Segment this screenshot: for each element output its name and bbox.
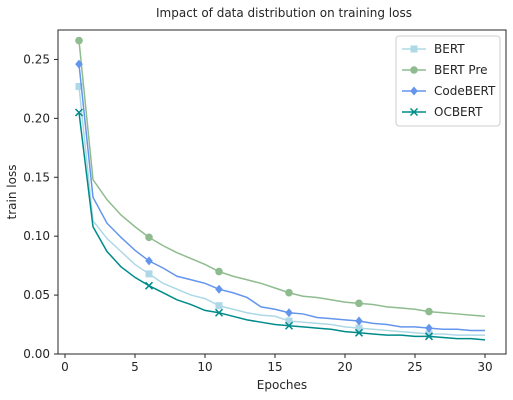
series-bert-pre (75, 36, 486, 318)
x-tick-label: 15 (267, 360, 282, 374)
data-point-marker (425, 330, 433, 338)
x-tick-label: 25 (407, 360, 422, 374)
y-tick-label: 0.25 (23, 52, 50, 66)
legend-frame (395, 35, 501, 127)
x-tick-label: 0 (61, 360, 69, 374)
data-point-marker (355, 299, 363, 308)
y-tick-label: 0.20 (23, 111, 50, 125)
series-ocbert (74, 108, 486, 341)
data-point-marker (75, 59, 83, 69)
data-point-marker (285, 308, 293, 318)
legend-item: CodeBERT (402, 84, 496, 98)
data-point-marker (75, 36, 83, 45)
data-point-marker (425, 323, 433, 333)
legend-marker (410, 66, 418, 74)
data-point-marker (354, 328, 364, 337)
data-point-marker (424, 332, 434, 341)
legend-item: BERT (402, 42, 465, 56)
legend-marker (410, 45, 418, 53)
data-point-marker (284, 321, 294, 330)
series-bert (75, 83, 485, 338)
y-tick-label: 0.15 (23, 170, 50, 184)
data-point-marker (425, 307, 433, 316)
data-point-marker (355, 324, 363, 332)
y-tick-label: 0.00 (23, 347, 50, 361)
x-axis: 0 5 10 15 20 25 30 (61, 354, 493, 374)
y-axis-label: train loss (5, 165, 19, 220)
data-point-marker (285, 317, 293, 325)
x-tick-label: 20 (337, 360, 352, 374)
legend-item: OCBERT (402, 105, 483, 119)
x-tick-label: 5 (131, 360, 139, 374)
legend-marker (409, 107, 419, 117)
legend-label: OCBERT (434, 105, 483, 119)
data-point-marker (215, 302, 223, 310)
legend-label: CodeBERT (434, 84, 496, 98)
series-line (78, 64, 485, 332)
data-point-marker (75, 83, 83, 91)
data-point-marker (215, 267, 223, 276)
legend-marker (410, 86, 418, 96)
data-point-marker (145, 256, 153, 266)
series-codebert (75, 59, 485, 333)
data-point-marker (355, 316, 363, 326)
y-tick-label: 0.10 (23, 229, 50, 243)
plot-area (74, 36, 486, 341)
legend-item: BERT Pre (402, 63, 488, 77)
legend-label: BERT Pre (434, 63, 488, 77)
data-point-marker (215, 284, 223, 294)
data-point-marker (285, 288, 293, 297)
x-tick-label: 30 (477, 360, 492, 374)
x-axis-label: Epoches (257, 378, 307, 392)
chart-title: Impact of data distribution on training … (156, 6, 412, 20)
legend-label: BERT (434, 42, 465, 56)
x-tick-label: 10 (197, 360, 212, 374)
plot-frame (57, 29, 507, 355)
y-axis: 0.00 0.05 0.10 0.15 0.20 0.25 (23, 52, 58, 361)
legend: BERT BERT Pre CodeBERT OCBERT (395, 35, 501, 127)
data-point-marker (144, 281, 154, 290)
data-point-marker (145, 233, 153, 242)
data-point-marker (214, 308, 224, 317)
data-point-marker (74, 108, 84, 117)
data-point-marker (145, 270, 153, 278)
y-tick-label: 0.05 (23, 288, 50, 302)
